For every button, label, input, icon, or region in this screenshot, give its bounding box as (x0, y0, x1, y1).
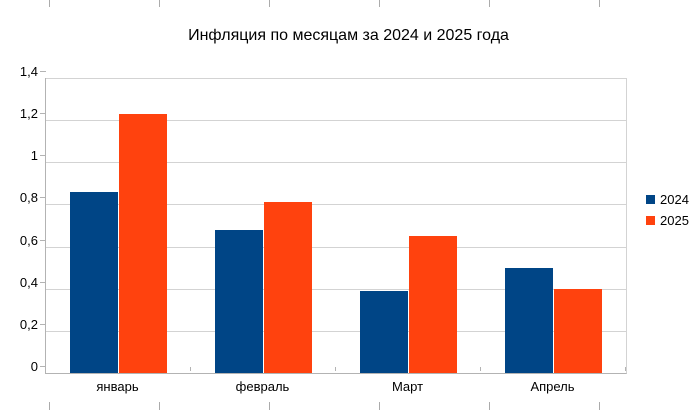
spreadsheet-cell-border (269, 0, 270, 7)
legend-color-swatch (646, 195, 655, 204)
legend-label: 2024 (660, 192, 689, 207)
chart-legend[interactable]: 2024 2025 (646, 189, 689, 231)
legend-entry[interactable]: 2025 (646, 210, 689, 231)
chart-object[interactable]: Инфляция по месяцам за 2024 и 2025 года … (0, 7, 697, 402)
spreadsheet-cell-border (379, 402, 380, 410)
y-gridline (46, 247, 626, 248)
bar-2024-Март[interactable] (360, 291, 409, 373)
spreadsheet-cell-border (489, 402, 490, 410)
y-gridline (46, 162, 626, 163)
y-axis-tick (40, 197, 46, 198)
y-axis-tick (40, 113, 46, 114)
spreadsheet-cell-border (159, 0, 160, 7)
y-axis-tick (40, 240, 46, 241)
x-axis-tick (480, 367, 481, 371)
legend-entry[interactable]: 2024 (646, 189, 689, 210)
y-gridline (46, 204, 626, 205)
legend-label: 2025 (660, 213, 689, 228)
x-axis-category-label: Апрель (530, 379, 575, 394)
bar-2024-февраль[interactable] (215, 230, 264, 373)
y-axis-tick-label: 0,8 (19, 190, 38, 205)
bar-2025-Апрель[interactable] (553, 289, 602, 373)
y-axis-tick (40, 71, 46, 72)
spreadsheet-cell-border (599, 402, 600, 410)
x-axis-category-label: февраль (235, 379, 290, 394)
legend-color-swatch (646, 216, 655, 225)
y-axis-tick-label: 1,4 (19, 64, 38, 79)
y-gridline (46, 331, 626, 332)
plot-area (45, 78, 627, 374)
bar-2025-январь[interactable] (118, 114, 167, 373)
y-gridline (46, 120, 626, 121)
y-axis-tick-label: 1,2 (19, 106, 38, 121)
chart-title: Инфляция по месяцам за 2024 и 2025 года (188, 27, 509, 44)
y-axis-tick-label: 0,6 (19, 233, 38, 248)
x-axis-category-label: Март (391, 379, 424, 394)
bar-2024-Апрель[interactable] (505, 268, 554, 373)
x-axis-tick (335, 367, 336, 371)
y-axis-tick-label: 1 (30, 148, 38, 163)
y-axis-tick (40, 282, 46, 283)
y-axis-tick-label: 0,2 (19, 317, 38, 332)
spreadsheet-cell-border (49, 0, 50, 7)
x-axis-tick (625, 367, 626, 371)
spreadsheet-cell-border (599, 0, 600, 7)
y-gridline (46, 289, 626, 290)
spreadsheet-cell-border (379, 0, 380, 7)
y-axis-tick (40, 155, 46, 156)
spreadsheet-cell-border (269, 402, 270, 410)
x-axis-tick (190, 367, 191, 371)
spreadsheet-cell-border (159, 402, 160, 410)
x-axis-tick (45, 367, 46, 371)
spreadsheet-cell-border (489, 0, 490, 7)
bar-2024-январь[interactable] (70, 192, 119, 373)
spreadsheet-cell-border (49, 402, 50, 410)
y-axis-tick-label: 0,4 (19, 275, 38, 290)
y-axis-tick (40, 366, 46, 367)
bar-2025-Март[interactable] (408, 236, 457, 373)
y-gridline (46, 78, 626, 79)
bar-2025-февраль[interactable] (263, 202, 312, 373)
y-axis-tick (40, 324, 46, 325)
y-axis-tick-label: 0 (30, 359, 38, 374)
x-axis-category-label: январь (96, 379, 139, 394)
